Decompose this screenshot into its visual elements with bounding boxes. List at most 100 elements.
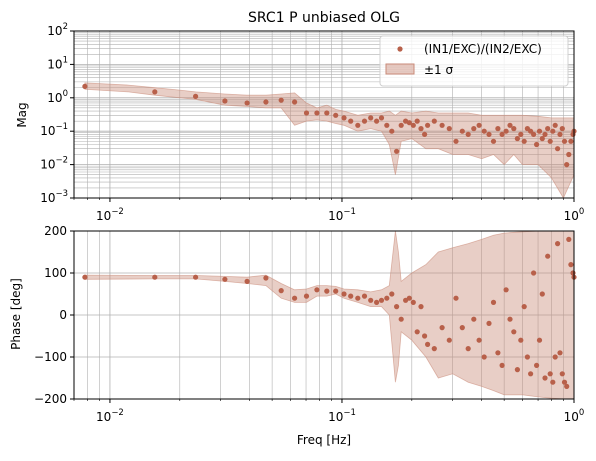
- data-point: [465, 131, 471, 137]
- data-point: [278, 97, 284, 103]
- data-point: [559, 126, 565, 132]
- mag-ylabel: Mag: [15, 102, 29, 127]
- data-point: [557, 131, 563, 137]
- data-point: [303, 110, 310, 116]
- data-point: [495, 350, 501, 356]
- data-point: [324, 110, 330, 116]
- data-point: [550, 128, 556, 134]
- data-point: [378, 297, 385, 303]
- data-point: [536, 337, 543, 343]
- freq-xlabel: Freq [Hz]: [297, 433, 351, 447]
- data-point: [561, 138, 568, 144]
- data-point: [521, 304, 527, 310]
- data-point: [514, 367, 521, 373]
- data-point: [341, 115, 347, 121]
- data-point: [528, 371, 534, 377]
- data-point: [486, 131, 492, 137]
- phase-ylabel: Phase [deg]: [9, 278, 23, 350]
- data-point: [341, 291, 347, 297]
- data-point: [425, 122, 431, 128]
- data-point: [222, 98, 228, 104]
- data-point: [222, 276, 228, 282]
- data-point: [439, 122, 445, 128]
- data-point: [547, 371, 553, 377]
- data-point: [453, 295, 459, 301]
- data-point: [422, 333, 428, 339]
- data-point: [82, 83, 88, 89]
- data-point: [557, 350, 563, 356]
- data-point: [418, 126, 424, 132]
- data-point: [552, 122, 558, 128]
- data-point: [414, 118, 420, 124]
- data-point: [534, 141, 540, 148]
- data-point: [406, 120, 412, 126]
- data-point: [536, 128, 543, 134]
- data-point: [524, 354, 531, 360]
- data-point: [314, 287, 320, 293]
- data-point: [459, 128, 465, 134]
- data-point: [263, 99, 269, 105]
- data-point: [490, 138, 497, 144]
- data-point: [499, 362, 505, 368]
- data-point: [495, 126, 501, 132]
- data-point: [511, 126, 517, 132]
- data-point: [425, 341, 431, 347]
- data-point: [361, 293, 368, 299]
- data-point: [566, 236, 572, 242]
- data-point: [244, 278, 250, 284]
- data-point: [406, 295, 412, 301]
- axes-frame: [73, 30, 575, 199]
- data-point: [394, 304, 400, 310]
- data-point: [431, 118, 437, 124]
- data-point: [481, 128, 487, 134]
- data-point: [431, 346, 437, 352]
- data-point: [389, 128, 395, 134]
- data-point: [410, 299, 416, 305]
- data-point: [539, 291, 545, 297]
- data-point: [518, 131, 524, 137]
- data-point: [384, 122, 390, 128]
- data-point: [278, 288, 284, 294]
- data-point: [324, 288, 330, 294]
- x-tick-label: 10−1: [328, 207, 356, 223]
- data-point: [545, 126, 551, 132]
- data-point: [459, 325, 465, 331]
- phase-panel: 10−2 10−1 100 −200 −100 0 100 200: [34, 224, 584, 424]
- data-point: [521, 138, 527, 144]
- data-point: [422, 131, 428, 137]
- data-point: [564, 162, 570, 168]
- data-point: [542, 375, 548, 381]
- legend-marker-band: [385, 63, 415, 75]
- data-point: [333, 112, 339, 118]
- data-point: [476, 337, 482, 343]
- data-point: [503, 287, 509, 293]
- data-point: [542, 131, 548, 137]
- data-point: [439, 325, 445, 331]
- y-tick-label: 10−3: [40, 189, 68, 205]
- data-point: [552, 354, 558, 360]
- x-tick-label: 100: [564, 408, 585, 424]
- data-point: [555, 146, 561, 152]
- data-point: [545, 253, 551, 259]
- data-point: [368, 115, 374, 121]
- data-point: [531, 270, 537, 276]
- data-point: [518, 337, 524, 343]
- data-point: [410, 122, 416, 128]
- data-point: [481, 354, 487, 360]
- x-tick-label: 10−2: [96, 408, 124, 424]
- data-point: [414, 329, 420, 335]
- data-point: [378, 115, 385, 121]
- data-point: [539, 136, 545, 142]
- data-point: [499, 131, 505, 137]
- data-point: [368, 297, 374, 303]
- x-tick-label: 100: [564, 207, 585, 223]
- data-point: [490, 299, 497, 305]
- data-point: [531, 131, 537, 137]
- y-tick-label: 101: [47, 55, 68, 71]
- data-point: [292, 295, 298, 301]
- data-point: [446, 126, 452, 132]
- data-point: [263, 275, 269, 281]
- data-point: [471, 316, 477, 322]
- y-tick-label: 200: [44, 224, 67, 238]
